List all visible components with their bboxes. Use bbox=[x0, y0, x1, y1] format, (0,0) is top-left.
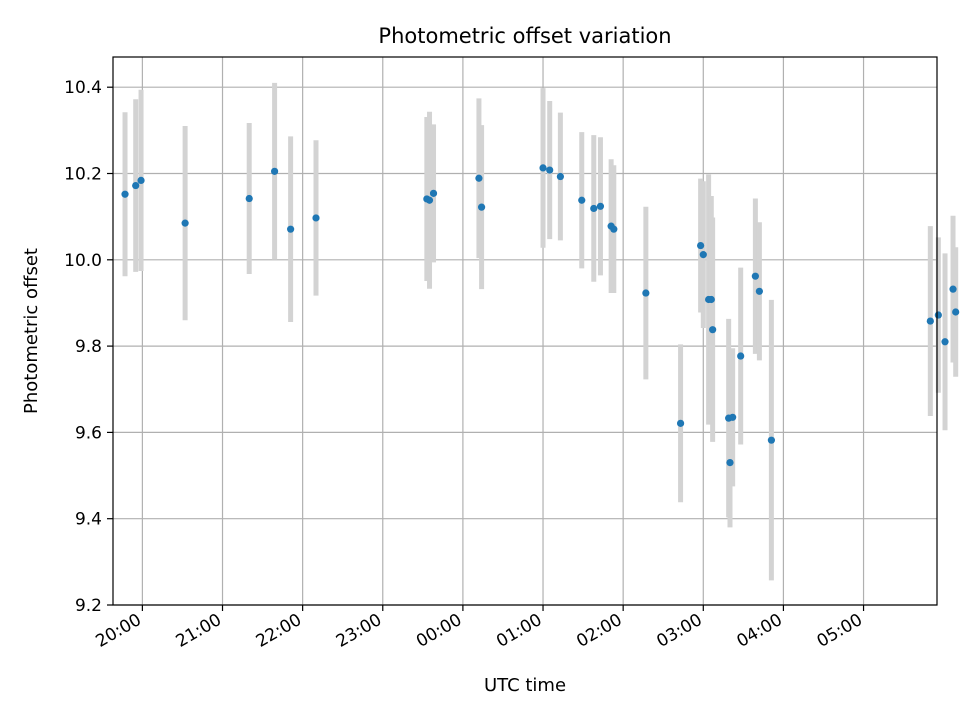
data-point bbox=[590, 204, 598, 213]
data-points bbox=[121, 164, 960, 467]
plot-frame bbox=[112, 56, 938, 606]
y-axis-label: Photometric offset bbox=[21, 248, 42, 414]
y-tick-label: 9.6 bbox=[75, 423, 102, 443]
data-point bbox=[137, 176, 145, 185]
data-point bbox=[556, 172, 564, 181]
data-point bbox=[755, 287, 763, 295]
x-axis-label: UTC time bbox=[484, 675, 566, 696]
chart-title: Photometric offset variation bbox=[378, 24, 671, 48]
y-tick-label: 9.8 bbox=[75, 337, 102, 357]
data-point bbox=[287, 225, 295, 233]
data-point bbox=[926, 317, 934, 325]
data-point bbox=[477, 203, 486, 211]
data-point bbox=[610, 225, 618, 233]
data-point bbox=[707, 295, 715, 304]
data-point bbox=[697, 241, 705, 250]
data-point bbox=[181, 219, 189, 227]
y-tick-label: 9.4 bbox=[75, 510, 102, 530]
data-point bbox=[751, 272, 759, 280]
data-point bbox=[767, 436, 775, 444]
data-point bbox=[737, 352, 745, 360]
y-tick-label: 10.2 bbox=[64, 165, 102, 185]
data-point bbox=[949, 285, 957, 293]
data-point bbox=[709, 326, 717, 334]
data-point bbox=[934, 311, 942, 319]
data-point bbox=[952, 308, 960, 316]
data-point bbox=[425, 196, 434, 204]
data-point bbox=[312, 214, 320, 222]
y-tick-label: 10.4 bbox=[64, 78, 102, 98]
data-point bbox=[546, 166, 554, 174]
data-point bbox=[676, 419, 685, 427]
data-point bbox=[132, 181, 140, 190]
data-point bbox=[596, 202, 605, 210]
y-tick-label: 10.0 bbox=[64, 251, 102, 271]
data-point bbox=[699, 251, 707, 259]
data-point bbox=[245, 194, 253, 203]
data-point bbox=[726, 459, 734, 467]
data-point bbox=[475, 174, 483, 182]
data-point bbox=[539, 164, 547, 172]
data-point bbox=[642, 289, 650, 297]
y-tick-label: 9.2 bbox=[75, 596, 102, 616]
y-axis: 9.2 9.4 9.6 9.8 10.0 10.2 10.4 bbox=[64, 78, 113, 616]
data-point bbox=[270, 167, 279, 175]
data-point bbox=[578, 196, 586, 204]
data-point bbox=[121, 190, 129, 198]
data-point bbox=[729, 413, 737, 421]
data-point bbox=[429, 189, 438, 197]
data-point bbox=[941, 338, 949, 346]
